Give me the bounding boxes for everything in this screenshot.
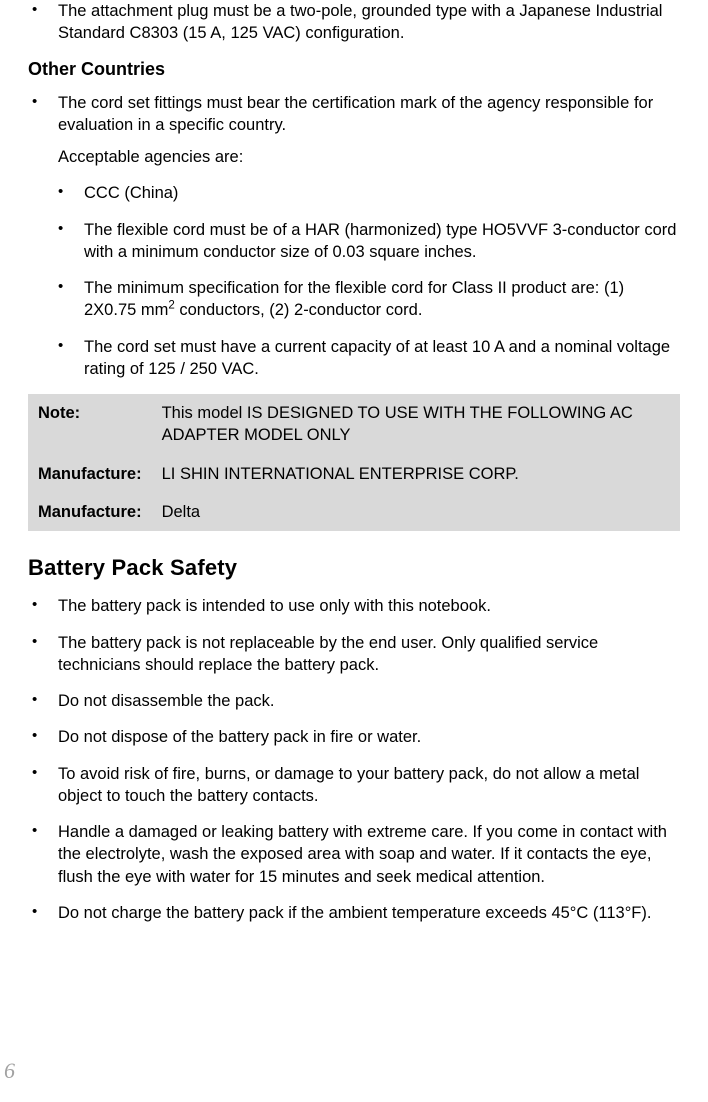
bullet-text: To avoid risk of fire, burns, or damage … xyxy=(58,763,680,808)
bullet-glyph: • xyxy=(28,726,58,748)
list-item: •Handle a damaged or leaking battery wit… xyxy=(28,821,680,888)
bullet-glyph: • xyxy=(54,277,84,322)
bullet-glyph: • xyxy=(28,821,58,888)
table-row: Manufacture:LI SHIN INTERNATIONAL ENTERP… xyxy=(28,455,680,493)
bullet-glyph: • xyxy=(54,219,84,264)
page-number: 6 xyxy=(0,1058,15,1084)
top-bullet-list: • The attachment plug must be a two-pole… xyxy=(28,0,680,45)
note-label: Manufacture: xyxy=(28,455,152,493)
bullet-text: The minimum specification for the flexib… xyxy=(84,277,680,322)
other-countries-list: • The cord set fittings must bear the ce… xyxy=(28,92,680,169)
bullet-glyph: • xyxy=(54,336,84,381)
lead-bullet-text: The cord set fittings must bear the cert… xyxy=(58,94,653,134)
list-item: • The attachment plug must be a two-pole… xyxy=(28,0,680,45)
list-item: •The battery pack is intended to use onl… xyxy=(28,595,680,617)
lead-sub-text: Acceptable agencies are: xyxy=(58,146,680,168)
bullet-text: Do not disassemble the pack. xyxy=(58,690,680,712)
bullet-text: Do not charge the battery pack if the am… xyxy=(58,902,680,924)
note-value: This model IS DESIGNED TO USE WITH THE F… xyxy=(152,394,680,455)
bullet-glyph: • xyxy=(28,0,58,45)
bullet-text: The flexible cord must be of a HAR (harm… xyxy=(84,219,680,264)
bullet-glyph: • xyxy=(28,690,58,712)
bullet-text: Do not dispose of the battery pack in fi… xyxy=(58,726,680,748)
note-value: Delta xyxy=(152,493,680,531)
bullet-text: The battery pack is not replaceable by t… xyxy=(58,632,680,677)
list-item: •The flexible cord must be of a HAR (har… xyxy=(54,219,680,264)
note-label: Note: xyxy=(28,394,152,455)
agencies-list: •CCC (China)•The flexible cord must be o… xyxy=(54,182,680,380)
bullet-glyph: • xyxy=(28,92,58,169)
bullet-text: CCC (China) xyxy=(84,182,680,204)
note-value: LI SHIN INTERNATIONAL ENTERPRISE CORP. xyxy=(152,455,680,493)
bullet-glyph: • xyxy=(28,902,58,924)
list-item: •Do not disassemble the pack. xyxy=(28,690,680,712)
bullet-text: The cord set fittings must bear the cert… xyxy=(58,92,680,169)
bullet-glyph: • xyxy=(28,595,58,617)
list-item: •To avoid risk of fire, burns, or damage… xyxy=(28,763,680,808)
note-table: Note:This model IS DESIGNED TO USE WITH … xyxy=(28,394,680,531)
list-item: •The battery pack is not replaceable by … xyxy=(28,632,680,677)
list-item: •CCC (China) xyxy=(54,182,680,204)
list-item: • The cord set fittings must bear the ce… xyxy=(28,92,680,169)
table-row: Note:This model IS DESIGNED TO USE WITH … xyxy=(28,394,680,455)
bullet-text: The cord set must have a current capacit… xyxy=(84,336,680,381)
bullet-glyph: • xyxy=(28,763,58,808)
bullet-text: The battery pack is intended to use only… xyxy=(58,595,680,617)
bullet-text: The attachment plug must be a two-pole, … xyxy=(58,0,680,45)
bullet-text: Handle a damaged or leaking battery with… xyxy=(58,821,680,888)
bullet-glyph: • xyxy=(54,182,84,204)
list-item: •Do not charge the battery pack if the a… xyxy=(28,902,680,924)
list-item: •The minimum specification for the flexi… xyxy=(54,277,680,322)
note-label: Manufacture: xyxy=(28,493,152,531)
battery-heading: Battery Pack Safety xyxy=(28,555,680,581)
table-row: Manufacture:Delta xyxy=(28,493,680,531)
other-countries-heading: Other Countries xyxy=(28,59,680,80)
list-item: •The cord set must have a current capaci… xyxy=(54,336,680,381)
battery-list: •The battery pack is intended to use onl… xyxy=(28,595,680,924)
bullet-glyph: • xyxy=(28,632,58,677)
list-item: •Do not dispose of the battery pack in f… xyxy=(28,726,680,748)
